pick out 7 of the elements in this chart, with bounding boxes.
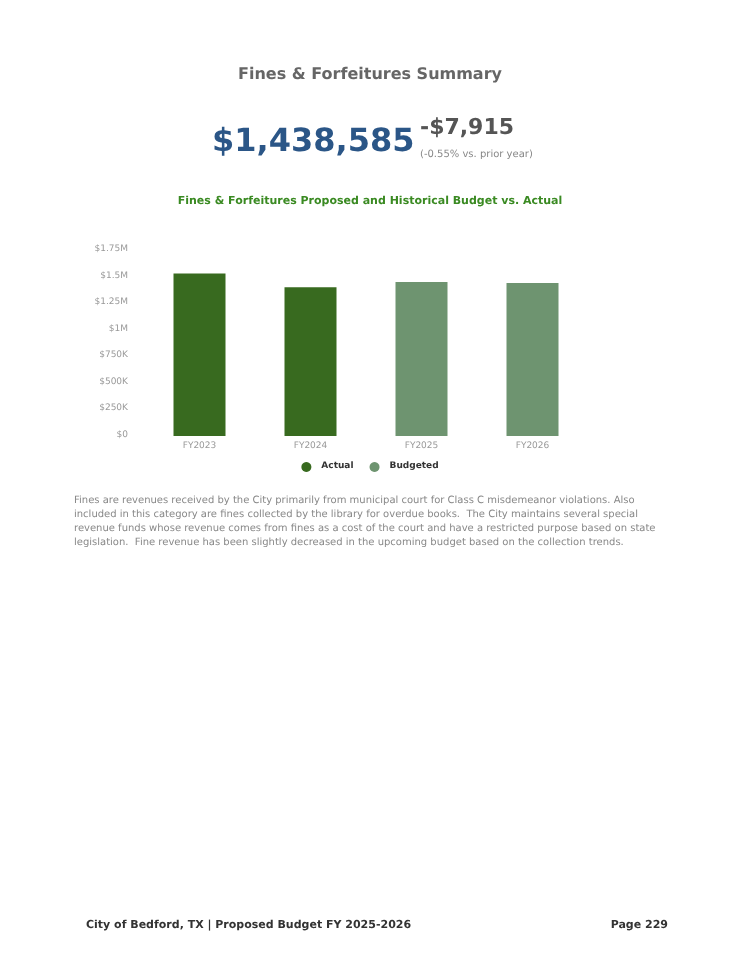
bar [284,287,337,436]
chart-title: Fines & Forfeitures Summary [238,65,504,83]
bar [173,273,226,436]
bar [506,282,559,436]
bar [395,281,448,436]
text: $1,438,585 [212,121,415,159]
text: -$7,915 [420,114,515,140]
